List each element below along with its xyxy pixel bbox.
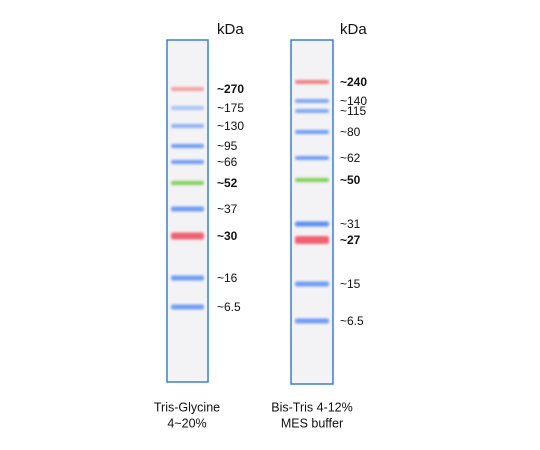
lane-caption: 4~20% <box>167 416 206 430</box>
band <box>171 181 204 185</box>
band <box>295 178 329 182</box>
band <box>171 232 204 240</box>
band <box>295 281 329 287</box>
band <box>295 318 329 324</box>
band-label: ~66 <box>217 155 238 169</box>
band-label: ~37 <box>217 202 238 216</box>
band <box>171 160 204 164</box>
band-label: ~27 <box>340 233 361 247</box>
band-label: ~175 <box>217 101 244 115</box>
lane-caption: MES buffer <box>281 416 343 430</box>
band <box>171 206 204 212</box>
band-label: ~115 <box>340 104 366 118</box>
band-label: ~30 <box>217 229 238 243</box>
band-label: ~16 <box>217 271 238 285</box>
band <box>295 221 329 227</box>
band-label: ~130 <box>217 119 244 133</box>
band <box>171 106 204 110</box>
band <box>295 99 329 103</box>
band <box>295 80 329 84</box>
band-label: ~80 <box>340 125 361 139</box>
band-label: ~270 <box>217 82 244 96</box>
band-label: ~15 <box>340 277 361 291</box>
band <box>171 124 204 128</box>
band-label: ~6.5 <box>340 314 364 328</box>
band-label: ~50 <box>340 173 361 187</box>
band-label: ~240 <box>340 75 367 89</box>
band <box>171 87 204 91</box>
band-label: ~95 <box>217 139 238 153</box>
band-label: ~140 <box>340 94 367 108</box>
lane-caption: Bis-Tris 4-12% <box>271 400 353 414</box>
band-label: ~52 <box>217 176 238 190</box>
band-label: ~31 <box>340 217 361 231</box>
band-label: ~62 <box>340 151 361 165</box>
band <box>295 156 329 160</box>
band-label: ~6.5 <box>217 300 241 314</box>
gel-lane <box>290 39 334 385</box>
unit-label: kDa <box>217 21 244 38</box>
band <box>295 130 329 134</box>
band <box>171 144 204 148</box>
band <box>171 304 204 310</box>
unit-label: kDa <box>340 21 367 38</box>
band <box>171 275 204 281</box>
lane-caption: Tris-Glycine <box>154 400 220 414</box>
band <box>295 236 329 244</box>
band <box>295 109 329 113</box>
